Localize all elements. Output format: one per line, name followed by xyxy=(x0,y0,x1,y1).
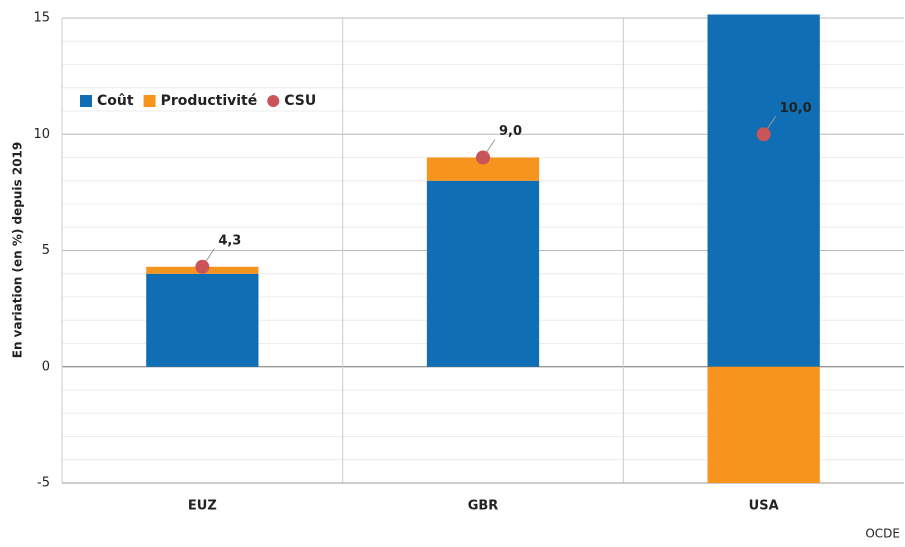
y-axis-label: En variation (en %) depuis 2019 xyxy=(11,142,25,359)
x-tick-label: USA xyxy=(749,499,779,514)
csu-dot xyxy=(195,259,210,274)
legend-marker xyxy=(267,95,280,107)
x-tick-label: EUZ xyxy=(188,499,217,514)
data-label: 9,0 xyxy=(499,124,522,139)
legend-label: Productivité xyxy=(161,93,258,109)
legend-marker xyxy=(80,95,92,107)
data-label: 4,3 xyxy=(218,233,241,248)
y-tick-label: 15 xyxy=(33,11,50,26)
legend-label: Coût xyxy=(97,93,134,109)
bar xyxy=(146,273,259,367)
y-tick-label: -5 xyxy=(37,476,50,491)
y-tick-label: 5 xyxy=(42,243,50,258)
x-tick-label: GBR xyxy=(468,499,499,514)
bar xyxy=(426,180,540,367)
bar xyxy=(707,14,820,367)
legend-label: CSU xyxy=(284,93,316,109)
bar xyxy=(426,157,540,181)
data-label: 10,0 xyxy=(780,101,812,116)
bar xyxy=(707,366,820,483)
y-tick-label: 0 xyxy=(42,359,50,374)
legend-marker xyxy=(143,95,156,107)
y-tick-label: 10 xyxy=(33,127,50,142)
csu-dot xyxy=(756,127,771,142)
csu-dot xyxy=(476,150,490,165)
source: OCDE xyxy=(865,527,900,541)
